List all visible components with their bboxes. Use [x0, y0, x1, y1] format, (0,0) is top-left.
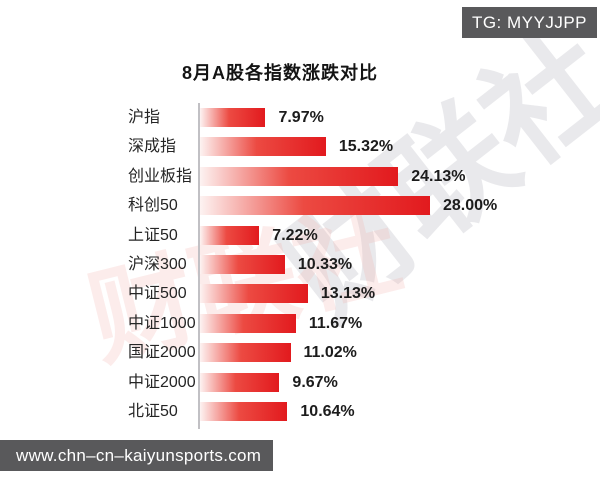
index-label: 中证2000	[128, 373, 196, 391]
bar-value-label: 24.13%	[411, 167, 466, 185]
bar-中证500	[200, 284, 308, 304]
chart-axis-line	[198, 103, 200, 429]
chart-row: 中证1000 11.67%	[0, 313, 600, 333]
bar-中证1000	[200, 313, 296, 333]
index-label: 沪指	[128, 109, 161, 126]
index-label: 深成指	[128, 138, 177, 156]
bar-value-label: 10.64%	[300, 403, 355, 420]
bar-沪深300	[200, 255, 285, 274]
bar-沪指	[200, 108, 266, 127]
bar-国证2000	[200, 343, 291, 363]
bar-value-label: 15.32%	[338, 138, 394, 156]
bar-上证50	[200, 225, 260, 245]
bar-value-label: 11.02%	[303, 344, 357, 362]
index-label: 科创50	[128, 197, 178, 215]
bar-创业板指	[200, 166, 399, 186]
chart-row: 沪深300 10.33%	[0, 255, 600, 274]
index-label: 中证500	[128, 285, 187, 303]
index-label: 中证1000	[128, 314, 196, 332]
bar-value-label: 7.22%	[272, 226, 318, 244]
bar-value-label: 9.67%	[292, 373, 338, 391]
chart-row: 中证500 13.13%	[0, 284, 600, 304]
bar-深成指	[200, 137, 326, 157]
index-label: 沪深300	[128, 256, 187, 273]
chart-row: 北证50 10.64%	[0, 402, 600, 421]
chart-row: 科创50 28.00%	[0, 196, 600, 216]
bar-value-label: 7.97%	[278, 109, 324, 126]
bar-value-label: 10.33%	[297, 256, 353, 273]
bar-value-label: 13.13%	[320, 285, 376, 303]
telegram-badge-text: TG: MYYJJPP	[471, 12, 588, 32]
chart-row: 沪指 7.97%	[0, 108, 600, 127]
chart-row: 上证50 7.22%	[0, 225, 600, 245]
index-label: 北证50	[128, 403, 178, 420]
index-label: 国证2000	[128, 344, 196, 362]
index-label: 创业板指	[128, 167, 193, 185]
bar-value-label: 28.00%	[443, 197, 498, 215]
chart-row: 深成指 15.32%	[0, 137, 600, 157]
bar-中证2000	[200, 372, 280, 392]
chart-title: 8月A股各指数涨跌对比	[181, 63, 378, 83]
telegram-badge: TG: MYYJJPP	[462, 7, 597, 38]
chart-row: 中证2000 9.67%	[0, 372, 600, 392]
bar-北证50	[200, 402, 288, 421]
index-label: 上证50	[128, 226, 178, 244]
footer-url-bar: www.chn–cn–kaiyunsports.com	[0, 440, 273, 471]
chart-row: 创业板指 24.13%	[0, 166, 600, 186]
chart-row: 国证2000 11.02%	[0, 343, 600, 363]
bar-科创50	[200, 196, 430, 216]
footer-url-text: www.chn–cn–kaiyunsports.com	[16, 445, 262, 465]
bar-value-label: 11.67%	[308, 314, 363, 332]
